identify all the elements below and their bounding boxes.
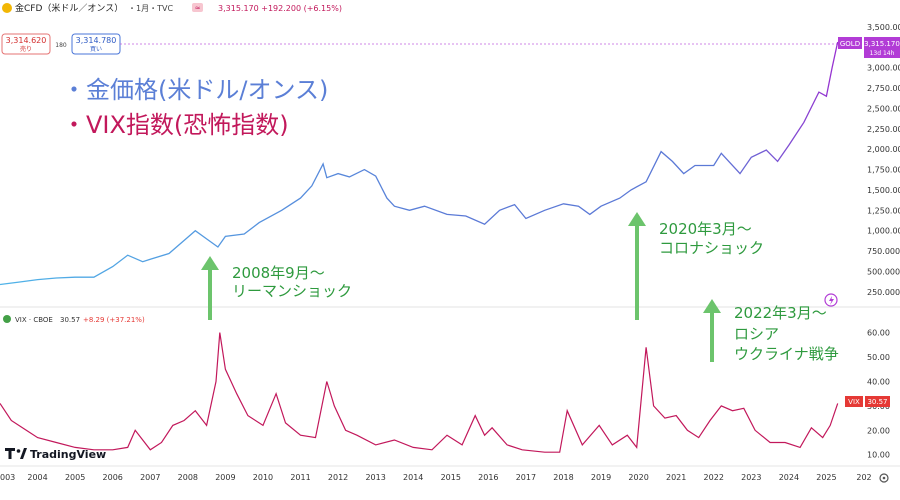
gold-y-tick-label: 250.000: [867, 288, 900, 297]
vix-legend-label: ・VIX指数(恐怖指数): [62, 111, 289, 139]
gold-y-tick-label: 500.000: [867, 267, 900, 276]
gold-y-tick-label: 3,000.000: [867, 64, 900, 73]
x-tick-label: 2013: [365, 473, 385, 482]
x-tick-label: 2004: [27, 473, 47, 482]
sell-label: 売り: [20, 45, 32, 53]
x-tick-label: 2017: [516, 473, 536, 482]
gold-y-tick-label: 1,250.000: [867, 206, 900, 215]
market-status-icon[interactable]: [192, 3, 203, 12]
gold-series-line: [0, 41, 839, 286]
gold-y-tick-label: 1,000.000: [867, 227, 900, 236]
x-tick-label: 2010: [253, 473, 273, 482]
annotation-2022-event1: ロシア: [734, 325, 779, 343]
chart-header: 金CFD（米ドル／オンス） ・1月・TVC ≈ 3,315.170 +192.2…: [1, 2, 342, 55]
vix-badge-value: 30.57: [867, 398, 887, 406]
vix-y-tick-label: 10.00: [867, 451, 890, 460]
vix-badge-name-bg: [845, 396, 863, 407]
vix-y-tick-label: 40.00: [867, 377, 890, 386]
x-tick-label: 2023: [741, 473, 761, 482]
x-tick-label: 2014: [403, 473, 423, 482]
annotation-2020-date: 2020年3月～: [659, 220, 752, 238]
annotation-2020-event: コロナショック: [659, 239, 764, 257]
arrow-2022: [703, 299, 721, 362]
settings-gear-icon[interactable]: [879, 473, 889, 483]
x-tick-label: 2024: [779, 473, 799, 482]
x-tick-label: 2021: [666, 473, 686, 482]
x-tick-label: 003: [0, 473, 15, 482]
x-tick-label: 2015: [441, 473, 461, 482]
gold-y-tick-label: 2,750.000: [867, 84, 900, 93]
x-axis: 003 2004 2005 2006 2007 2008 2009 2010 2011 2012 2…: [0, 473, 872, 482]
vix-header: VIX · CBOE 30.57 +8.29 (+37.21%): [3, 315, 145, 324]
gold-y-tick-label: 3,500.000: [867, 23, 900, 32]
x-tick-label: 2016: [478, 473, 498, 482]
x-tick-label: 2011: [290, 473, 310, 482]
vix-value: 30.57: [60, 316, 80, 324]
gold-y-tick-label: 750.000: [867, 247, 900, 256]
x-tick-label: 2019: [591, 473, 611, 482]
sell-button[interactable]: [1, 33, 51, 55]
x-tick-label: 2005: [65, 473, 85, 482]
gold-badge-value-bg: [864, 37, 900, 58]
gold-y-tick-label: 2,500.000: [867, 104, 900, 113]
tradingview-logo-icon: [5, 448, 15, 459]
gold-price-badge: GOLD 3,315.170 13d 14h: [838, 37, 900, 58]
vix-symbol-icon: [3, 315, 11, 323]
vix-y-tick-label: 20.00: [867, 426, 890, 435]
interval-label: ・1月・TVC: [128, 4, 173, 13]
vix-badge-name: VIX: [848, 398, 860, 406]
gold-y-tick-label: 1,750.000: [867, 166, 900, 175]
gold-badge-name: GOLD: [840, 40, 860, 48]
vix-badge-value-bg: [865, 396, 890, 407]
x-tick-label: 2007: [140, 473, 160, 482]
x-tick-label: 202: [856, 473, 871, 482]
sell-price: 3,314.620: [6, 36, 47, 45]
buy-price: 3,314.780: [76, 36, 117, 45]
vix-title: VIX · CBOE: [15, 316, 53, 324]
gold-y-axis: 3,500.0003,250.0003,000.0002,750.0002,50…: [867, 23, 900, 297]
annotation-2022-date: 2022年3月～: [734, 304, 827, 322]
gold-symbol-icon: [2, 3, 12, 13]
gold-y-tick-label: 1,500.000: [867, 186, 900, 195]
annotation-2008-event: リーマンショック: [232, 282, 352, 300]
x-tick-label: 2020: [628, 473, 648, 482]
annotation-2008-date: 2008年9月～: [232, 264, 325, 282]
x-tick-label: 2022: [704, 473, 724, 482]
vix-y-tick-label: 50.00: [867, 353, 890, 362]
annotation-2022-event2: ウクライナ戦争: [734, 345, 839, 363]
x-tick-label: 2025: [816, 473, 836, 482]
gold-badge-value: 3,315.170: [864, 40, 900, 48]
gold-badge-name-bg: [838, 37, 862, 49]
vix-y-tick-label: 60.00: [867, 329, 890, 338]
buy-label: 買い: [90, 46, 102, 53]
x-tick-label: 2006: [103, 473, 123, 482]
gold-badge-countdown: 13d 14h: [870, 50, 895, 57]
spread-value: 180: [55, 42, 67, 49]
x-tick-label: 2018: [553, 473, 573, 482]
market-status-glyph: ≈: [195, 4, 201, 12]
gold-legend-label: ・金価格(米ドル/オンス): [62, 76, 328, 104]
vix-series-line: [0, 332, 839, 453]
tradingview-logo[interactable]: TradingView: [5, 448, 106, 461]
x-tick-label: 2008: [178, 473, 198, 482]
gold-y-tick-label: 2,000.000: [867, 145, 900, 154]
vix-change: +8.29 (+37.21%): [83, 316, 145, 324]
gold-y-tick-label: 2,250.000: [867, 125, 900, 134]
arrow-2020: [628, 212, 646, 320]
x-tick-label: 2012: [328, 473, 348, 482]
quote-text: 3,315.170 +192.200 (+6.15%): [218, 4, 342, 13]
lightning-icon-glyph: [829, 296, 834, 305]
x-tick-label: 2009: [215, 473, 235, 482]
arrow-2008: [201, 256, 219, 320]
symbol-title: 金CFD（米ドル／オンス）: [15, 2, 123, 14]
vix-value-badge: VIX 30.57: [845, 396, 890, 407]
tradingview-logo-text: TradingView: [30, 448, 106, 461]
